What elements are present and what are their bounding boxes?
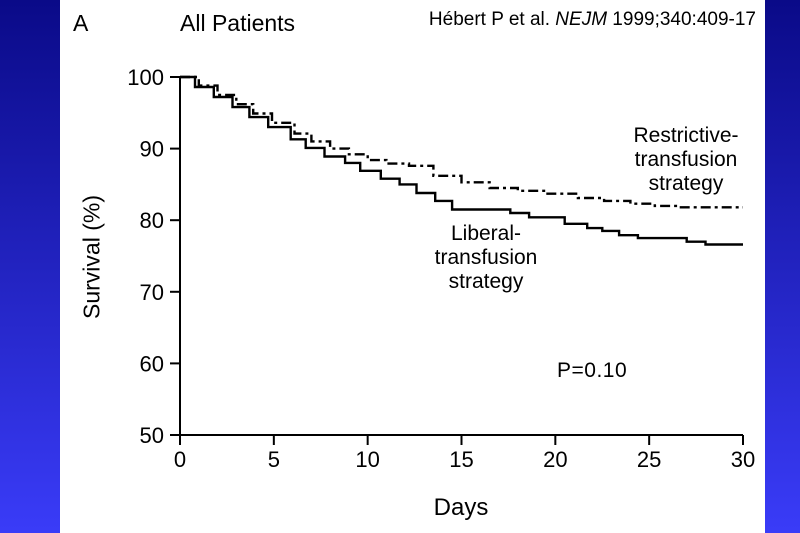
x-tick-label: 0 <box>174 447 186 472</box>
citation-ref: 1999;340:409-17 <box>607 9 756 30</box>
restrictive-label-line3: strategy <box>648 172 724 195</box>
x-tick-label: 30 <box>731 447 755 472</box>
restrictive-curve-label: Restrictive- transfusion strategy <box>633 124 738 196</box>
chart-title: All Patients <box>180 10 296 36</box>
y-tick-label: 60 <box>140 351 164 376</box>
y-tick-label: 80 <box>140 208 164 233</box>
panel-letter: A <box>73 10 89 36</box>
liberal-curve-label: Liberal- transfusion strategy <box>435 222 538 294</box>
x-tick-label: 20 <box>543 447 567 472</box>
x-tick-label: 5 <box>268 447 280 472</box>
series-liberal-curve <box>180 75 743 246</box>
x-tick-label: 25 <box>637 447 661 472</box>
figure-panel <box>60 0 765 533</box>
citation-journal: NEJM <box>555 9 608 30</box>
y-tick-label: 90 <box>140 137 164 162</box>
x-axis-title: Days <box>433 494 489 521</box>
citation-authors: Hébert P et al. <box>428 9 556 30</box>
restrictive-label-line2: transfusion <box>634 148 738 171</box>
citation: Hébert P et al. NEJM 1999;340:409-17 <box>429 9 756 31</box>
y-tick-label: 70 <box>140 280 164 305</box>
restrictive-label-line1: Restrictive- <box>633 124 739 147</box>
p-value-annotation: P=0.10 <box>557 359 628 382</box>
y-tick-label: 50 <box>140 423 164 448</box>
y-axis-title: Survival (%) <box>78 195 105 319</box>
x-tick-label: 15 <box>449 447 473 472</box>
liberal-label-line3: strategy <box>448 270 524 293</box>
y-tick-label: 100 <box>127 65 164 90</box>
series-restrictive-curve <box>180 75 743 209</box>
liberal-label-line1: Liberal- <box>450 222 522 245</box>
liberal-label-line2: transfusion <box>434 246 538 269</box>
x-tick-label: 10 <box>355 447 379 472</box>
